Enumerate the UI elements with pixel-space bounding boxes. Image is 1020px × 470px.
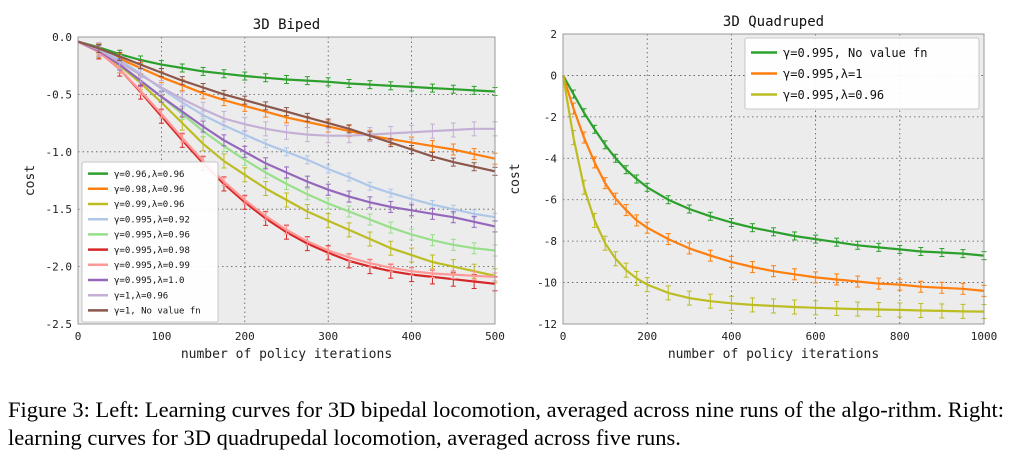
legend-label: γ=0.995,λ=1 [783, 67, 862, 81]
x-axis-label: number of policy iterations [668, 347, 879, 362]
x-tick-label: 400 [402, 330, 422, 343]
x-tick-label: 0 [75, 330, 82, 343]
y-tick-label: -2.5 [46, 318, 73, 331]
y-tick-label: -4 [544, 152, 558, 165]
legend-label: γ=0.99,λ=0.96 [114, 200, 184, 210]
x-tick-label: 100 [151, 330, 171, 343]
legend: γ=0.96,λ=0.96 γ=0.98,λ=0.96 γ=0.99,λ=0.96 γ… [81, 161, 219, 323]
legend-label: γ=0.995,λ=0.99 [114, 261, 190, 271]
y-tick-label: -0.5 [46, 88, 73, 101]
x-axis-label: number of policy iterations [181, 347, 392, 362]
y-tick-label: -10 [537, 277, 557, 290]
y-axis-label: cost [23, 165, 38, 196]
y-axis-label: cost [508, 163, 523, 194]
chart-title: 3D Quadruped [723, 14, 824, 30]
biped-chart: 0 100 200 300 400 500 0.0 -0.5 -1.0 -1.5 -2.0 -2.5 3… [23, 17, 505, 362]
legend-label: γ=1,λ=0.96 [114, 291, 168, 301]
legend-label: γ=0.995, No value fn [783, 46, 928, 60]
y-tick-label: 0 [550, 69, 557, 82]
x-tick-label: 800 [890, 330, 910, 343]
x-tick-label: 0 [560, 330, 567, 343]
legend-label: γ=0.995,λ=0.92 [114, 215, 190, 225]
x-tick-label: 400 [721, 330, 741, 343]
legend-label: γ=0.995,λ=0.98 [114, 246, 190, 256]
legend-box [81, 161, 219, 323]
legend-label: γ=0.995,λ=0.96 [783, 88, 884, 102]
legend-label: γ=0.98,λ=0.96 [114, 185, 184, 195]
legend-label: γ=1, No value fn [114, 307, 201, 317]
x-tick-label: 200 [235, 330, 255, 343]
x-tick-label: 1000 [971, 330, 998, 343]
plot-frame [77, 36, 496, 325]
legend-box [744, 37, 980, 110]
legend-label: γ=0.995,λ=1.0 [114, 276, 184, 286]
y-tick-label: -1.5 [46, 203, 73, 216]
legend: γ=0.995, No value fn γ=0.995,λ=1 γ=0.995,λ… [744, 37, 980, 110]
plot-frame [562, 33, 985, 325]
y-tick-label: 2 [550, 28, 557, 41]
y-tick-label: 0.0 [52, 31, 72, 44]
y-tick-label: -6 [544, 194, 557, 207]
y-tick-label: -8 [544, 235, 557, 248]
x-tick-label: 500 [485, 330, 505, 343]
legend-label: γ=0.96,λ=0.96 [114, 170, 184, 180]
x-tick-label: 200 [637, 330, 657, 343]
x-tick-label: 600 [806, 330, 826, 343]
legend-label: γ=0.995,λ=0.96 [114, 231, 190, 241]
y-tick-label: -1.0 [46, 146, 73, 159]
x-tick-label: 300 [318, 330, 338, 343]
y-tick-label: -2.0 [46, 261, 73, 274]
y-tick-label: -2 [544, 111, 557, 124]
quadruped-chart: 0 200 400 600 800 1000 2 0 -2 -4 -6 -8 -10 -12 3D Quad… [508, 14, 997, 362]
chart-title: 3D Biped [253, 17, 320, 33]
figure-caption: Figure 3: Left: Learning curves for 3D b… [8, 397, 1004, 450]
y-tick-label: -12 [537, 318, 557, 331]
